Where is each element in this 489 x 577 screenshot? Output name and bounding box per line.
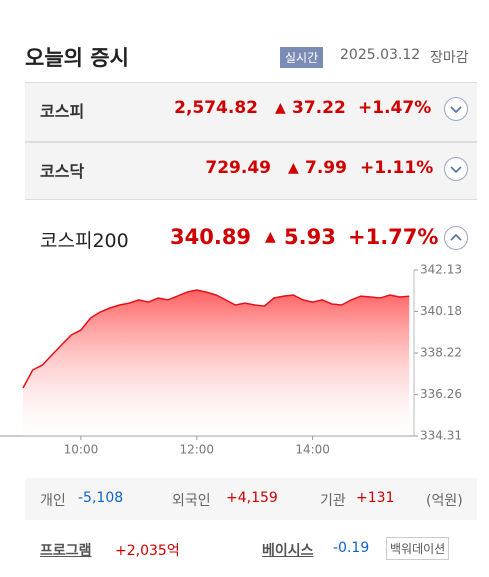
- up-icon: ▲: [275, 100, 286, 116]
- status: 장마감: [430, 50, 469, 66]
- line: [22, 289, 410, 389]
- area: [23, 290, 410, 436]
- investor-value: +4,159: [226, 490, 278, 506]
- featured-change: 5.93: [284, 225, 336, 249]
- chevron: [450, 166, 462, 174]
- x-tick-label: 12:00: [179, 443, 214, 456]
- chart: 334.31 336.26 338.22 340.18 342.13 10:00 12:00…: [0, 263, 462, 456]
- x-tick-label: 10:00: [64, 443, 99, 456]
- index-pct: +1.11%: [360, 158, 434, 178]
- basis-value: -0.19: [333, 540, 370, 556]
- investor-label: 개인: [40, 493, 66, 509]
- featured-pct: +1.77%: [348, 225, 439, 249]
- index-row: [25, 142, 477, 200]
- basis-button[interactable]: 백워데이션: [386, 537, 450, 560]
- featured-name: 코스피200: [40, 230, 129, 252]
- investor-label: 외국인: [172, 493, 211, 509]
- expand-button[interactable]: [444, 97, 468, 121]
- index-name: 코스닥: [40, 162, 85, 181]
- title: 오늘의 증시: [25, 46, 129, 70]
- index-value: 2,574.82: [174, 98, 258, 118]
- index-pct: +1.47%: [358, 98, 432, 118]
- x-tick-label: 14:00: [295, 443, 330, 456]
- program-unit: 억: [166, 543, 180, 559]
- investor-value: -5,108: [78, 490, 124, 506]
- up-icon: ▲: [265, 229, 276, 245]
- chevron: [450, 233, 462, 241]
- program-number: +2,035: [115, 543, 167, 559]
- unit: (억원): [426, 493, 463, 509]
- investor-label: 기관: [320, 493, 346, 509]
- featured-value: 340.89: [170, 225, 252, 249]
- y-tick-label: 340.18: [420, 304, 462, 318]
- y-tick-label: 336.26: [420, 387, 462, 401]
- investor-value: +131: [356, 490, 395, 506]
- date: 2025.03.12: [340, 47, 421, 63]
- y-tick-label: 334.31: [420, 429, 462, 443]
- expand-button[interactable]: [444, 157, 468, 181]
- investor-box: [25, 478, 477, 520]
- index-row: [25, 82, 477, 142]
- program-value: +2,035억: [115, 540, 180, 560]
- chevron: [450, 106, 462, 114]
- index-value: 729.49: [205, 158, 271, 178]
- basis-label[interactable]: 베이시스: [262, 543, 314, 559]
- index-change: 7.99: [305, 158, 347, 178]
- program-label[interactable]: 프로그램: [40, 543, 92, 559]
- up-icon: ▲: [288, 160, 299, 176]
- badge: 실시간: [280, 47, 324, 68]
- y-tick-label: 342.13: [420, 263, 462, 277]
- collapse-button[interactable]: [444, 226, 468, 250]
- y-tick-label: 338.22: [420, 346, 462, 360]
- index-change: 37.22: [292, 98, 346, 118]
- index-name: 코스피: [40, 102, 85, 121]
